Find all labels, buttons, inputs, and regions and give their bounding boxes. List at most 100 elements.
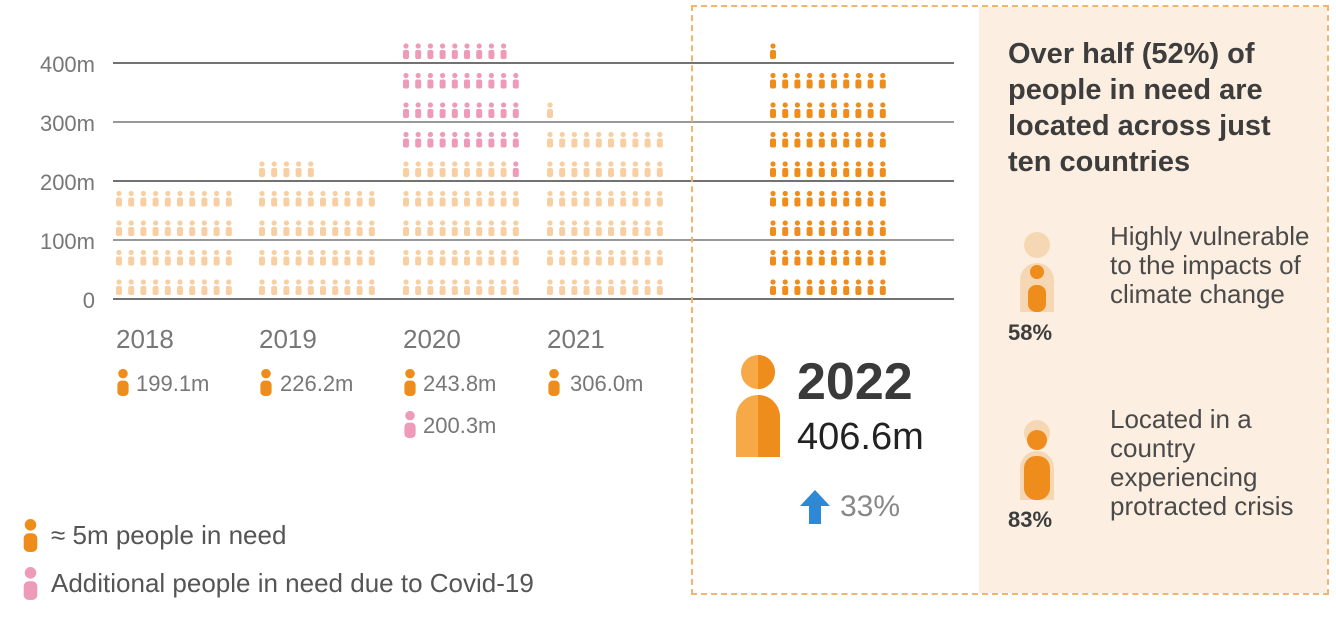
covid-person-mark-2020 — [427, 72, 434, 89]
person-mark-2020 — [403, 190, 409, 207]
person-mark-2020 — [476, 161, 483, 177]
covid-person-mark-2020 — [403, 43, 409, 59]
person-mark-2022 — [818, 279, 825, 295]
person-mark-2020 — [439, 249, 446, 266]
person-mark-2019 — [283, 190, 290, 207]
highlight-total: 406.6m — [797, 416, 924, 458]
crisis-stat-icon — [1020, 420, 1054, 500]
covid-person-mark-2020 — [464, 131, 470, 148]
person-mark-2021 — [571, 249, 578, 266]
person-mark-2022 — [794, 102, 801, 118]
person-mark-2018 — [225, 220, 232, 236]
person-mark-2021 — [632, 131, 639, 148]
person-mark-2022 — [867, 220, 874, 236]
person-mark-2022 — [867, 249, 874, 266]
person-mark-2019 — [332, 279, 339, 295]
person-mark-2021 — [595, 190, 602, 207]
person-mark-2022 — [867, 190, 874, 207]
covid-person-mark-2020 — [500, 43, 507, 59]
person-mark-2018 — [116, 220, 122, 236]
person-mark-2022 — [818, 72, 825, 89]
person-mark-2020 — [500, 220, 507, 236]
legend-person-icon — [23, 519, 38, 552]
person-mark-2019 — [320, 190, 326, 207]
person-mark-2022 — [843, 131, 850, 148]
highlight-change: 33% — [840, 490, 901, 523]
person-mark-2022 — [855, 190, 862, 207]
person-mark-2022 — [806, 220, 813, 236]
person-mark-2021 — [644, 279, 651, 295]
person-mark-2018 — [140, 249, 147, 266]
crisis-stat-text: Located in a country experiencing protra… — [1110, 404, 1294, 521]
person-mark-2021 — [547, 190, 553, 207]
person-mark-2020 — [415, 249, 422, 266]
covid-person-mark-2020 — [464, 102, 470, 118]
person-mark-2019 — [320, 279, 326, 295]
person-mark-2022 — [770, 220, 776, 236]
person-mark-2022 — [843, 161, 850, 177]
person-mark-2020 — [500, 161, 507, 177]
person-mark-2019 — [368, 279, 375, 295]
person-mark-2022 — [879, 161, 886, 177]
person-mark-2021 — [595, 220, 602, 236]
person-mark-2019 — [271, 279, 278, 295]
person-mark-2021 — [656, 249, 663, 266]
person-mark-2018 — [189, 190, 196, 207]
person-mark-2021 — [571, 131, 578, 148]
person-mark-2020 — [451, 279, 458, 295]
covid-person-mark-2020 — [415, 131, 422, 148]
person-mark-2021 — [656, 190, 663, 207]
person-mark-2022 — [879, 279, 886, 295]
covid-person-icon — [404, 410, 416, 438]
person-mark-2022 — [867, 102, 874, 118]
covid-person-mark-2020 — [464, 43, 470, 59]
person-mark-2019 — [307, 279, 314, 295]
person-mark-2019 — [295, 279, 302, 295]
covid-person-mark-2020 — [427, 43, 434, 59]
person-mark-2021 — [583, 279, 590, 295]
person-mark-2018 — [213, 220, 220, 236]
person-mark-2022 — [879, 72, 886, 89]
covid-person-mark-2020 — [512, 161, 519, 177]
person-mark-2020 — [415, 220, 422, 236]
person-mark-2020 — [439, 161, 446, 177]
person-mark-2020 — [488, 220, 495, 236]
covid-person-mark-2020 — [427, 131, 434, 148]
person-mark-2022 — [867, 279, 874, 295]
covid-person-mark-2020 — [415, 72, 422, 89]
person-mark-2022 — [794, 190, 801, 207]
person-mark-2020 — [488, 161, 495, 177]
person-mark-2020 — [500, 279, 507, 295]
person-mark-2022 — [794, 220, 801, 236]
person-mark-2018 — [201, 190, 208, 207]
person-mark-2018 — [140, 279, 147, 295]
person-mark-2019 — [283, 279, 290, 295]
value-label-2021: 306.0m — [570, 371, 644, 396]
person-mark-2021 — [644, 131, 651, 148]
covid-person-mark-2020 — [476, 102, 483, 118]
person-mark-2019 — [307, 161, 314, 177]
up-arrow-icon — [800, 490, 830, 524]
person-mark-2022 — [879, 102, 886, 118]
person-mark-2019 — [271, 190, 278, 207]
person-mark-2020 — [464, 190, 470, 207]
person-mark-2022 — [831, 220, 837, 236]
person-mark-2020 — [415, 279, 422, 295]
person-mark-2022 — [806, 102, 813, 118]
person-mark-2021 — [632, 220, 639, 236]
person-mark-2021 — [571, 161, 578, 177]
person-mark-2022 — [770, 102, 776, 118]
person-mark-2022 — [867, 131, 874, 148]
person-mark-2019 — [259, 279, 265, 295]
person-mark-2018 — [164, 220, 171, 236]
covid-person-mark-2020 — [500, 102, 507, 118]
person-mark-2022 — [806, 161, 813, 177]
person-mark-2021 — [595, 161, 602, 177]
person-mark-2022 — [794, 131, 801, 148]
person-mark-2022 — [782, 131, 789, 148]
person-mark-2021 — [608, 220, 614, 236]
person-mark-2019 — [344, 279, 351, 295]
covid-person-mark-2020 — [403, 102, 409, 118]
person-mark-2018 — [152, 249, 159, 266]
y-tick-0: 0 — [82, 288, 95, 313]
